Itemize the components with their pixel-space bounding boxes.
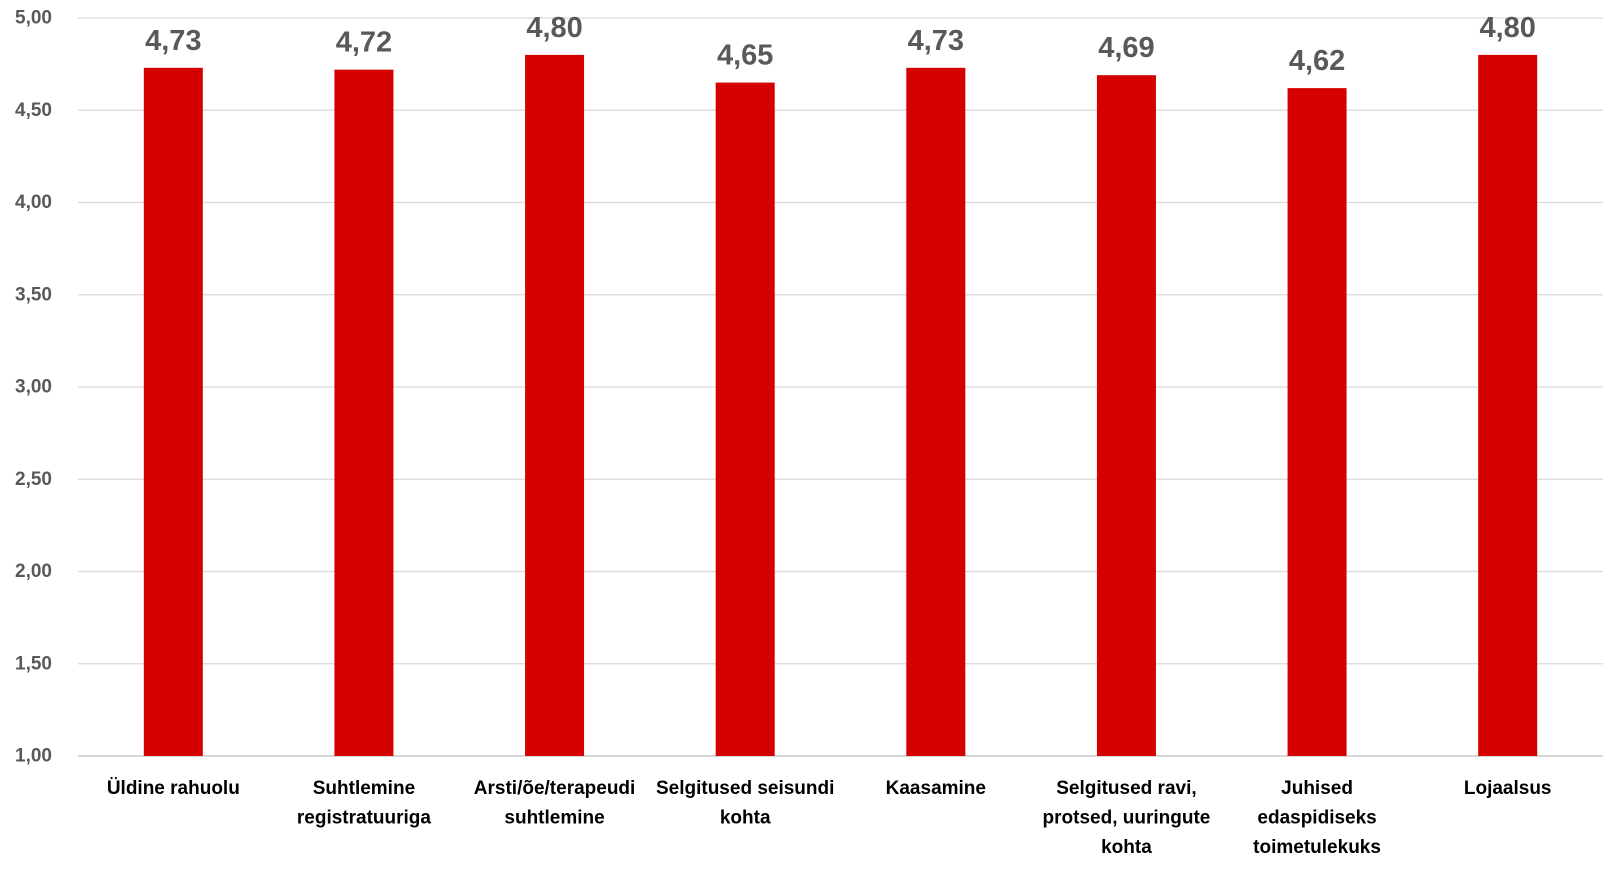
bars: [143, 54, 1538, 757]
category-label: Kaasamine: [886, 778, 986, 799]
data-labels: 4,73 4,72 4,80 4,65 4,73 4,69 4,62 4,80: [145, 12, 1536, 77]
category-label-line: Suhtlemine: [313, 778, 415, 799]
category-label-line: Üldine rahuolu: [107, 778, 240, 799]
category-label-line: Juhised: [1281, 778, 1353, 799]
bar: [1287, 88, 1347, 757]
data-label: 4,80: [526, 12, 582, 44]
category-label-line: Selgitused seisundi: [656, 778, 834, 799]
category-labels: Üldine rahuolu Suhtlemine registratuuriga A…: [107, 778, 1552, 858]
y-tick-label: 1,50: [15, 653, 52, 674]
category-label: Selgitused ravi, protsed, uuringute kohta: [1043, 778, 1211, 858]
data-label: 4,73: [908, 25, 964, 57]
category-label-line: Arsti/õe/terapeudi: [474, 778, 636, 799]
data-label: 4,80: [1479, 12, 1535, 44]
category-label-line: Lojaalsus: [1464, 778, 1552, 799]
bar: [334, 69, 394, 756]
bar: [1096, 75, 1156, 756]
category-label-line: kohta: [720, 808, 771, 829]
y-tick-label: 3,50: [15, 284, 52, 305]
category-label-line: Selgitused ravi,: [1056, 778, 1196, 799]
category-label: Suhtlemine registratuuriga: [297, 778, 432, 829]
y-axis-tick-labels: 1,00 1,50 2,00 2,50 3,00 3,50 4,00 4,50 5,00: [15, 8, 52, 767]
data-label: 4,65: [717, 40, 773, 72]
category-label-line: toimetulekuks: [1253, 837, 1381, 858]
category-label-line: registratuuriga: [297, 808, 432, 829]
category-label-line: kohta: [1101, 837, 1152, 858]
y-tick-label: 4,50: [15, 100, 52, 121]
category-label-line: Kaasamine: [886, 778, 986, 799]
category-label-line: suhtlemine: [504, 808, 604, 829]
category-label-line: edaspidiseks: [1257, 808, 1376, 829]
category-label: Selgitused seisundi kohta: [656, 778, 834, 829]
data-label: 4,69: [1098, 32, 1154, 64]
category-label: Arsti/õe/terapeudi suhtlemine: [474, 778, 636, 829]
bar: [906, 67, 966, 756]
data-label: 4,73: [145, 25, 201, 57]
data-label: 4,72: [336, 27, 392, 59]
gridlines: [78, 17, 1603, 757]
bar: [143, 67, 203, 756]
y-tick-label: 1,00: [15, 746, 52, 767]
y-tick-label: 4,00: [15, 192, 52, 213]
y-tick-label: 2,50: [15, 469, 52, 490]
data-label: 4,62: [1289, 45, 1345, 77]
category-label: Üldine rahuolu: [107, 778, 240, 799]
y-tick-label: 3,00: [15, 377, 52, 398]
bar: [1478, 54, 1538, 756]
bar: [525, 54, 585, 756]
category-label: Juhised edaspidiseks toimetulekuks: [1253, 778, 1381, 858]
y-tick-label: 2,00: [15, 561, 52, 582]
category-label-line: protsed, uuringute: [1043, 808, 1211, 829]
y-tick-label: 5,00: [15, 8, 52, 29]
bar: [715, 82, 775, 756]
category-label: Lojaalsus: [1464, 778, 1552, 799]
